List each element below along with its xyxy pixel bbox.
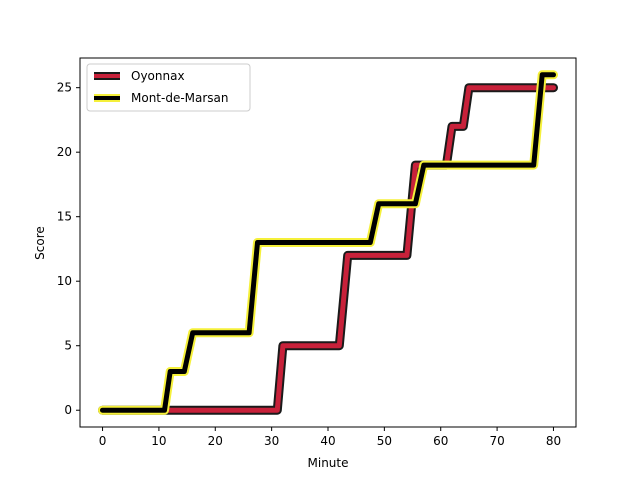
y-tick-label: 10 xyxy=(57,274,72,288)
x-tick-label: 10 xyxy=(151,434,166,448)
y-axis-label: Score xyxy=(33,226,47,260)
x-tick-label: 70 xyxy=(489,434,504,448)
x-axis-label: Minute xyxy=(308,456,349,470)
x-tick-label: 80 xyxy=(546,434,561,448)
series-line-oyonnax xyxy=(100,85,556,413)
series-layer xyxy=(98,70,558,415)
x-tick-label: 0 xyxy=(99,434,107,448)
x-axis: 0 10 20 30 40 50 60 70 80 xyxy=(99,427,561,448)
y-tick-label: 0 xyxy=(64,403,72,417)
y-tick-label: 25 xyxy=(57,81,72,95)
y-tick-label: 15 xyxy=(57,210,72,224)
x-tick-label: 40 xyxy=(320,434,335,448)
x-tick-label: 20 xyxy=(208,434,223,448)
x-tick-label: 60 xyxy=(433,434,448,448)
series-line-mont-de-marsan xyxy=(100,72,556,413)
legend-box xyxy=(86,63,251,112)
x-tick-label: 50 xyxy=(377,434,392,448)
legend-label-mont-de-marsan: Mont-de-Marsan xyxy=(131,91,229,105)
y-tick-label: 5 xyxy=(64,339,72,353)
y-tick-label: 20 xyxy=(57,145,72,159)
legend-label-oyonnax: Oyonnax xyxy=(131,69,185,83)
y-axis: 0 5 10 15 20 25 xyxy=(57,81,80,417)
x-tick-label: 30 xyxy=(264,434,279,448)
legend: Oyonnax Mont-de-Marsan xyxy=(86,63,251,112)
